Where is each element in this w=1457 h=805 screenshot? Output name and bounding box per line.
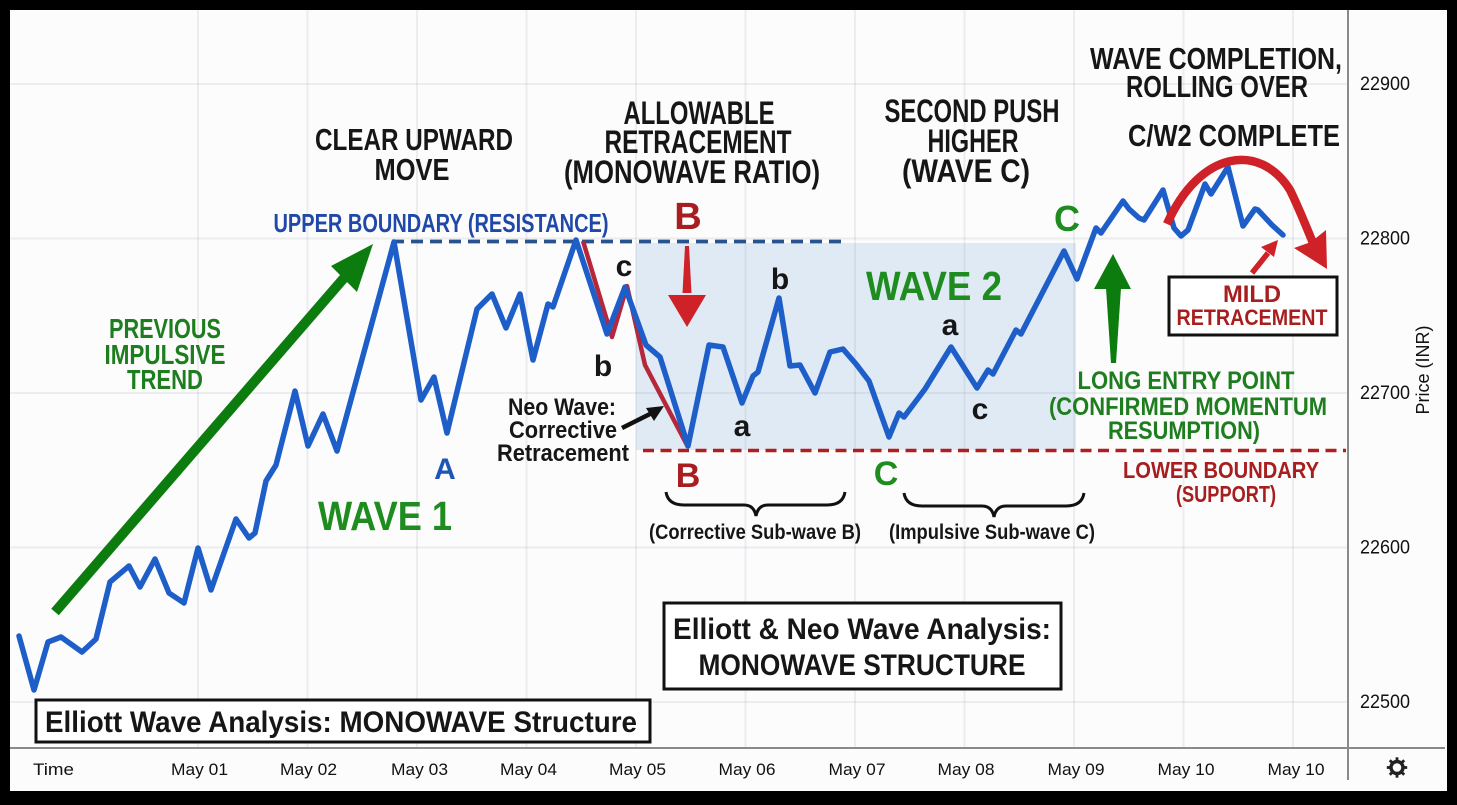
svg-text:CLEAR UPWARD: CLEAR UPWARD xyxy=(315,122,513,157)
svg-text:LOWER BOUNDARY: LOWER BOUNDARY xyxy=(1123,457,1319,483)
svg-text:22900: 22900 xyxy=(1360,74,1410,95)
svg-text:a: a xyxy=(942,309,959,342)
svg-text:RETRACEMENT: RETRACEMENT xyxy=(1177,305,1328,330)
svg-text:MOVE: MOVE xyxy=(375,152,450,187)
svg-text:(MONOWAVE RATIO): (MONOWAVE RATIO) xyxy=(564,154,820,190)
svg-text:ROLLING OVER: ROLLING OVER xyxy=(1126,69,1308,104)
svg-text:MONOWAVE STRUCTURE: MONOWAVE STRUCTURE xyxy=(699,649,1026,682)
svg-text:MILD: MILD xyxy=(1223,281,1281,308)
svg-text:May 01: May 01 xyxy=(171,760,228,779)
svg-text:Corrective: Corrective xyxy=(509,417,617,444)
svg-text:(WAVE C): (WAVE C) xyxy=(902,153,1030,189)
svg-text:b: b xyxy=(771,263,789,296)
svg-text:UPPER BOUNDARY (RESISTANCE): UPPER BOUNDARY (RESISTANCE) xyxy=(274,208,609,238)
svg-text:TREND: TREND xyxy=(127,364,203,395)
svg-text:May 07: May 07 xyxy=(829,760,886,779)
svg-text:May 04: May 04 xyxy=(500,760,557,779)
svg-text:Retracement: Retracement xyxy=(497,440,629,467)
svg-text:May 06: May 06 xyxy=(719,760,776,779)
svg-text:May 09: May 09 xyxy=(1048,760,1105,779)
svg-text:a: a xyxy=(734,410,751,443)
svg-text:WAVE 1: WAVE 1 xyxy=(318,493,452,539)
svg-text:Elliott & Neo Wave Analysis:: Elliott & Neo Wave Analysis: xyxy=(673,613,1051,646)
svg-text:IMPULSIVE: IMPULSIVE xyxy=(105,339,226,370)
svg-text:RESUMPTION): RESUMPTION) xyxy=(1108,417,1260,445)
svg-text:May 10: May 10 xyxy=(1268,760,1325,779)
svg-text:Price (INR): Price (INR) xyxy=(1413,326,1433,415)
svg-text:22500: 22500 xyxy=(1360,692,1410,713)
svg-text:22600: 22600 xyxy=(1360,538,1410,559)
svg-text:May 05: May 05 xyxy=(609,760,666,779)
svg-text:b: b xyxy=(594,350,612,383)
svg-text:C: C xyxy=(874,455,899,493)
svg-text:c: c xyxy=(972,393,989,426)
svg-text:A: A xyxy=(434,453,456,486)
svg-text:LONG ENTRY POINT: LONG ENTRY POINT xyxy=(1078,367,1295,395)
svg-text:Time: Time xyxy=(33,760,74,779)
svg-text:WAVE 2: WAVE 2 xyxy=(866,263,1002,309)
svg-text:(Impulsive Sub-wave C): (Impulsive Sub-wave C) xyxy=(889,521,1095,544)
svg-text:C/W2 COMPLETE: C/W2 COMPLETE xyxy=(1128,118,1340,153)
svg-text:Elliott Wave Analysis: MONOWAV: Elliott Wave Analysis: MONOWAVE Structur… xyxy=(45,706,637,739)
svg-text:May 02: May 02 xyxy=(280,760,337,779)
svg-text:WAVE COMPLETION,: WAVE COMPLETION, xyxy=(1090,41,1342,76)
svg-text:PREVIOUS: PREVIOUS xyxy=(109,313,221,344)
svg-text:22700: 22700 xyxy=(1360,383,1410,404)
svg-text:B: B xyxy=(674,196,701,238)
svg-text:(CONFIRMED MOMENTUM: (CONFIRMED MOMENTUM xyxy=(1049,393,1327,421)
svg-text:May 10: May 10 xyxy=(1158,760,1215,779)
svg-text:c: c xyxy=(616,250,633,283)
svg-text:RETRACEMENT: RETRACEMENT xyxy=(605,124,792,160)
svg-text:B: B xyxy=(676,457,701,495)
svg-text:(SUPPORT): (SUPPORT) xyxy=(1176,481,1276,507)
svg-text:May 08: May 08 xyxy=(938,760,995,779)
svg-text:HIGHER: HIGHER xyxy=(928,123,1019,159)
svg-text:ALLOWABLE: ALLOWABLE xyxy=(624,95,775,131)
svg-text:Neo Wave:: Neo Wave: xyxy=(508,394,616,421)
svg-text:22800: 22800 xyxy=(1360,229,1410,250)
svg-text:SECOND PUSH: SECOND PUSH xyxy=(885,93,1060,129)
svg-text:May 03: May 03 xyxy=(391,760,448,779)
svg-text:(Corrective Sub-wave B): (Corrective Sub-wave B) xyxy=(649,521,861,544)
svg-text:C: C xyxy=(1054,198,1080,239)
